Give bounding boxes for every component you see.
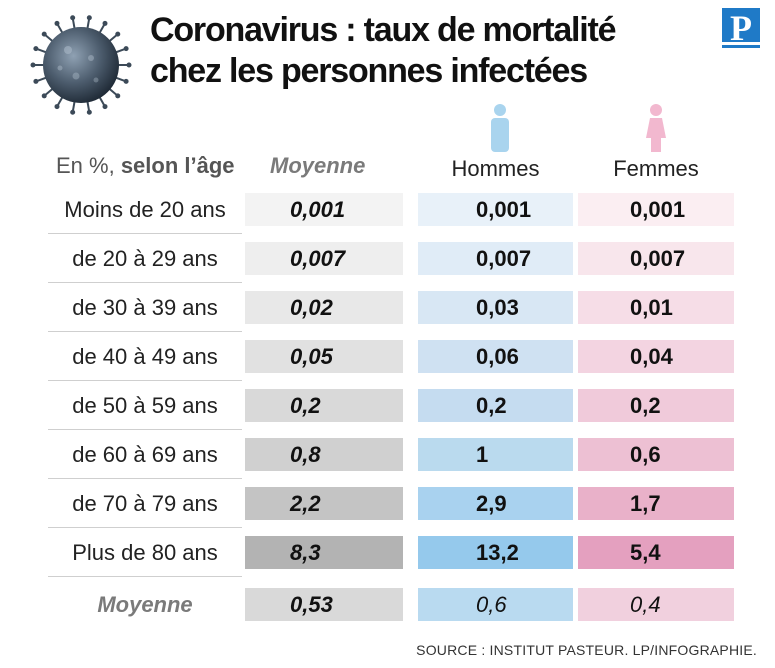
source-credit: SOURCE : INSTITUT PASTEUR. LP/INFOGRAPHI… [416, 642, 757, 658]
women-cell: 0,6 [578, 438, 734, 471]
header-age: En %, selon l’âge [56, 153, 235, 179]
average-cell: 0,001 [245, 193, 403, 226]
women-cell: 5,4 [578, 536, 734, 569]
men-cell: 0,06 [418, 340, 573, 373]
woman-icon [646, 104, 666, 152]
men-total-cell: 0,6 [418, 588, 573, 621]
age-group-label: de 40 à 49 ans [72, 344, 218, 369]
header-women: Femmes [613, 156, 699, 181]
women-cell: 0,04 [578, 340, 734, 373]
women-cell: 1,7 [578, 487, 734, 520]
men-cell: 1 [418, 438, 573, 471]
men-cell: 0,001 [418, 193, 573, 226]
header-average: Moyenne [270, 153, 366, 178]
average-total-cell: 0,53 [245, 588, 403, 621]
average-cell: 0,05 [245, 340, 403, 373]
row-divider [48, 576, 242, 577]
men-cell: 0,03 [418, 291, 573, 324]
table-row: de 50 à 59 ans 0,2 0,2 0,2 [0, 389, 775, 430]
chart-title: Coronavirus : taux de mortalité chez les… [150, 10, 617, 92]
coronavirus-icon [30, 15, 132, 115]
table-row: Moins de 20 ans 0,001 0,001 0,001 [0, 193, 775, 234]
row-divider [48, 527, 242, 528]
row-divider [48, 331, 242, 332]
header-unit-bold: selon l’âge [120, 153, 235, 178]
men-cell: 0,007 [418, 242, 573, 275]
average-cell: 0,02 [245, 291, 403, 324]
row-divider [48, 233, 242, 234]
table-row: de 70 à 79 ans 2,2 2,9 1,7 [0, 487, 775, 528]
average-cell: 0,007 [245, 242, 403, 275]
table-row: de 20 à 29 ans 0,007 0,007 0,007 [0, 242, 775, 283]
title-line-2: chez les personnes infectées [150, 52, 588, 90]
women-cell: 0,007 [578, 242, 734, 275]
title-line-1: Coronavirus : taux de mortalité [150, 11, 617, 49]
row-divider [48, 282, 242, 283]
publisher-logo: P [722, 8, 760, 48]
age-group-label: Plus de 80 ans [72, 540, 218, 565]
header-unit-prefix: En %, [56, 153, 121, 178]
age-group-label: de 60 à 69 ans [72, 442, 218, 467]
age-group-label: de 50 à 59 ans [72, 393, 218, 418]
age-group-label: de 30 à 39 ans [72, 295, 218, 320]
age-group-label: Moins de 20 ans [64, 197, 226, 222]
age-group-label: de 20 à 29 ans [72, 246, 218, 271]
men-cell: 2,9 [418, 487, 573, 520]
table-row: de 30 à 39 ans 0,02 0,03 0,01 [0, 291, 775, 332]
table-row: de 60 à 69 ans 0,8 1 0,6 [0, 438, 775, 479]
women-total-cell: 0,4 [578, 588, 734, 621]
row-divider [48, 478, 242, 479]
man-icon [491, 104, 509, 152]
women-cell: 0,2 [578, 389, 734, 422]
average-cell: 0,8 [245, 438, 403, 471]
average-cell: 2,2 [245, 487, 403, 520]
age-group-label: de 70 à 79 ans [72, 491, 218, 516]
men-cell: 0,2 [418, 389, 573, 422]
average-row-label: Moyenne [97, 592, 193, 617]
row-divider [48, 429, 242, 430]
women-cell: 0,001 [578, 193, 734, 226]
table-row: Plus de 80 ans 8,3 13,2 5,4 [0, 536, 775, 577]
row-divider [48, 380, 242, 381]
men-cell: 13,2 [418, 536, 573, 569]
women-cell: 0,01 [578, 291, 734, 324]
logo-letter: P [730, 8, 752, 48]
average-cell: 8,3 [245, 536, 403, 569]
average-cell: 0,2 [245, 389, 403, 422]
table-row: de 40 à 49 ans 0,05 0,06 0,04 [0, 340, 775, 381]
header-men: Hommes [451, 156, 540, 181]
